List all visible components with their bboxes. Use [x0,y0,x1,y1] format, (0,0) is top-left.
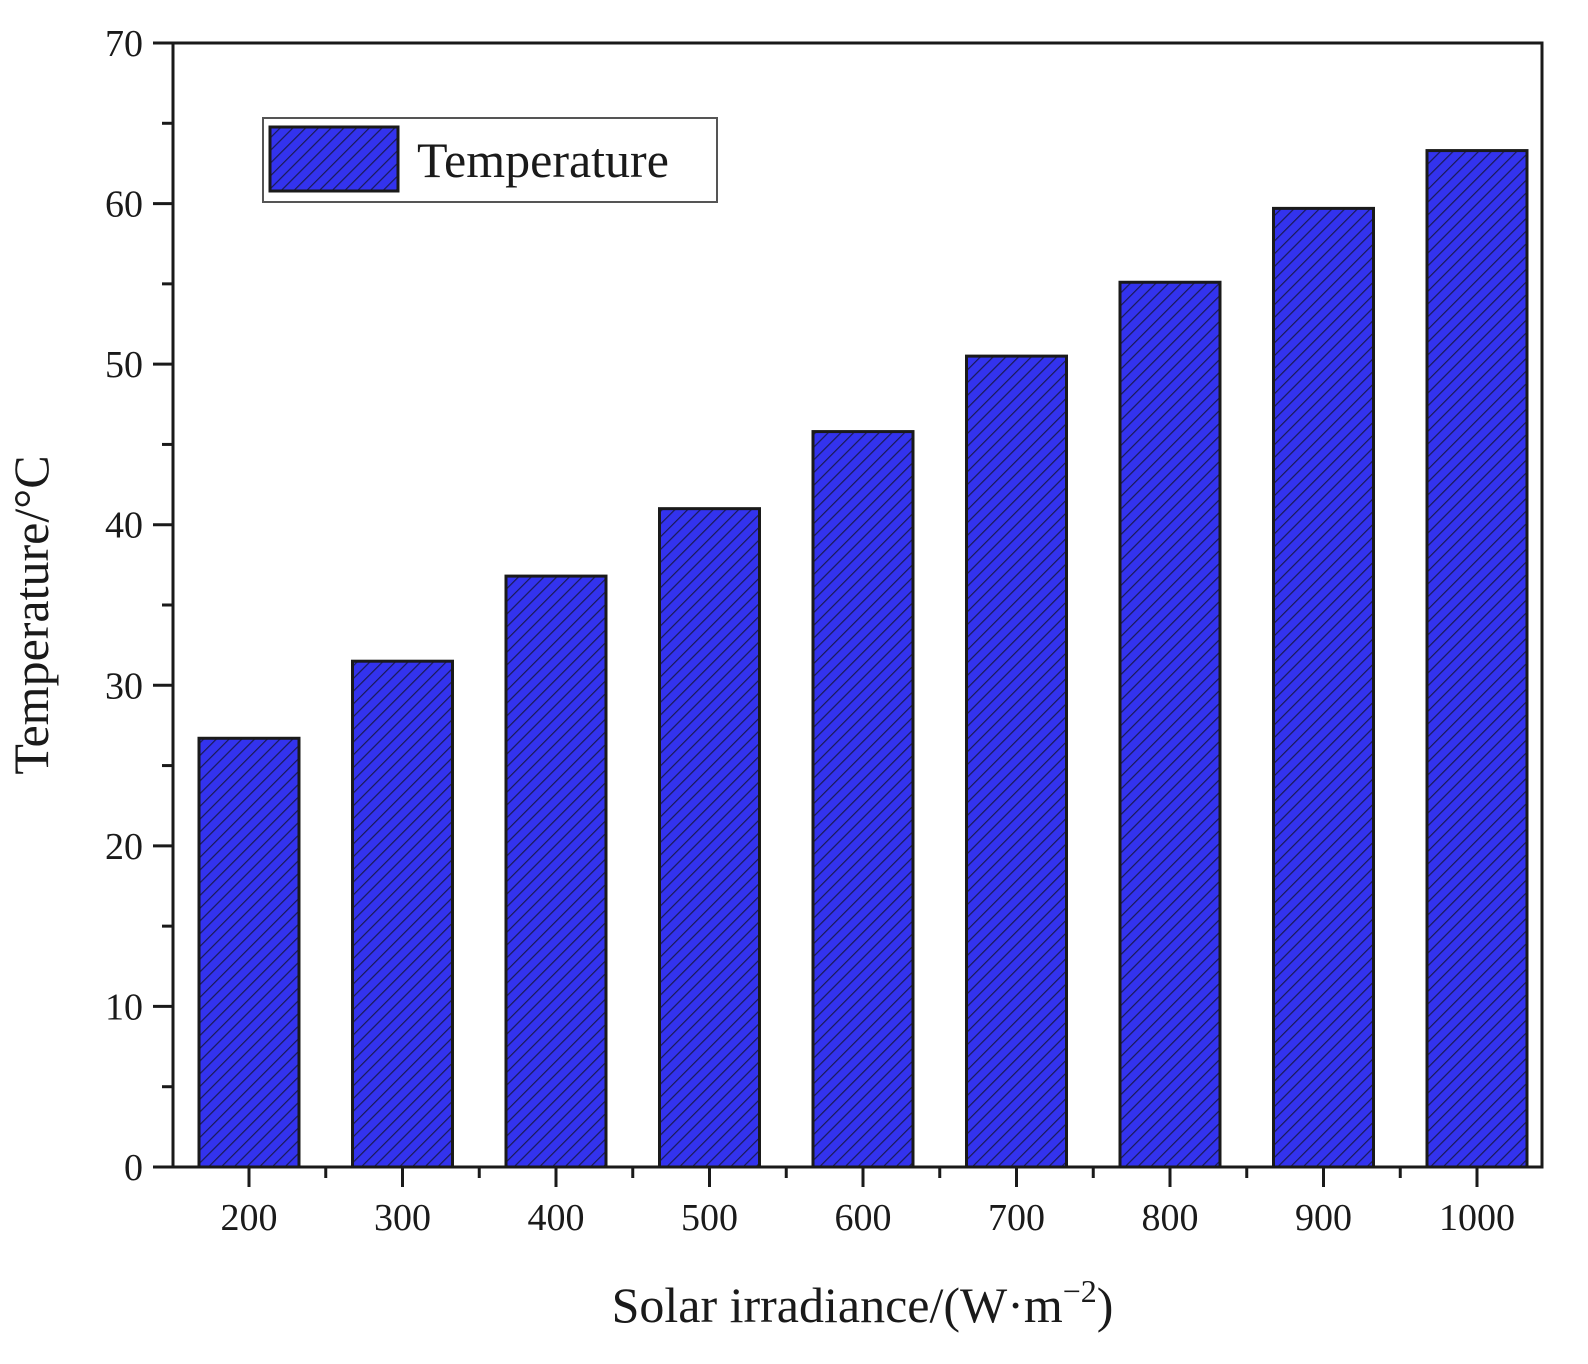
legend: Temperature [262,117,718,203]
legend-label-temperature: Temperature [417,132,669,188]
y-tick-label: 0 [124,1147,143,1189]
legend-swatch [268,125,400,193]
bar-500 [658,507,761,1169]
y-tick-label: 60 [105,184,143,226]
y-tick-label: 70 [105,23,143,65]
y-axis-title: Temperature/°C [3,455,59,774]
x-axis-title: Solar irradiance/(W·m−2) [612,1273,1114,1333]
y-axis: 0 10 20 30 40 50 60 70 [105,23,173,1189]
y-tick-label: 50 [105,344,143,386]
x-tick-label: 500 [681,1197,738,1239]
x-tick-label: 700 [988,1197,1045,1239]
x-tick-label: 800 [1142,1197,1199,1239]
y-tick-label: 30 [105,665,143,707]
bar-600 [811,430,915,1169]
x-axis: 200 300 400 500 600 700 800 900 1000 [221,1167,1515,1239]
bar-700 [965,354,1068,1169]
bar-series [197,149,1529,1169]
bar-900 [1272,206,1375,1169]
y-tick-label: 10 [105,986,143,1028]
x-tick-label: 200 [221,1197,278,1239]
x-tick-label: 900 [1295,1197,1352,1239]
x-axis-title-superscript: −2 [1063,1273,1097,1309]
y-tick-label: 40 [105,505,143,547]
bar-300 [351,659,454,1169]
bar-200 [197,736,301,1169]
x-tick-label: 400 [528,1197,585,1239]
x-tick-label: 600 [835,1197,892,1239]
x-tick-label: 300 [374,1197,431,1239]
y-tick-label: 20 [105,826,143,868]
x-axis-title-close: ) [1097,1277,1114,1333]
bar-1000 [1425,149,1529,1169]
x-axis-title-main: Solar irradiance/(W·m [612,1277,1063,1333]
bar-400 [504,574,608,1169]
x-tick-label: 1000 [1439,1197,1515,1239]
bar-800 [1118,280,1222,1169]
